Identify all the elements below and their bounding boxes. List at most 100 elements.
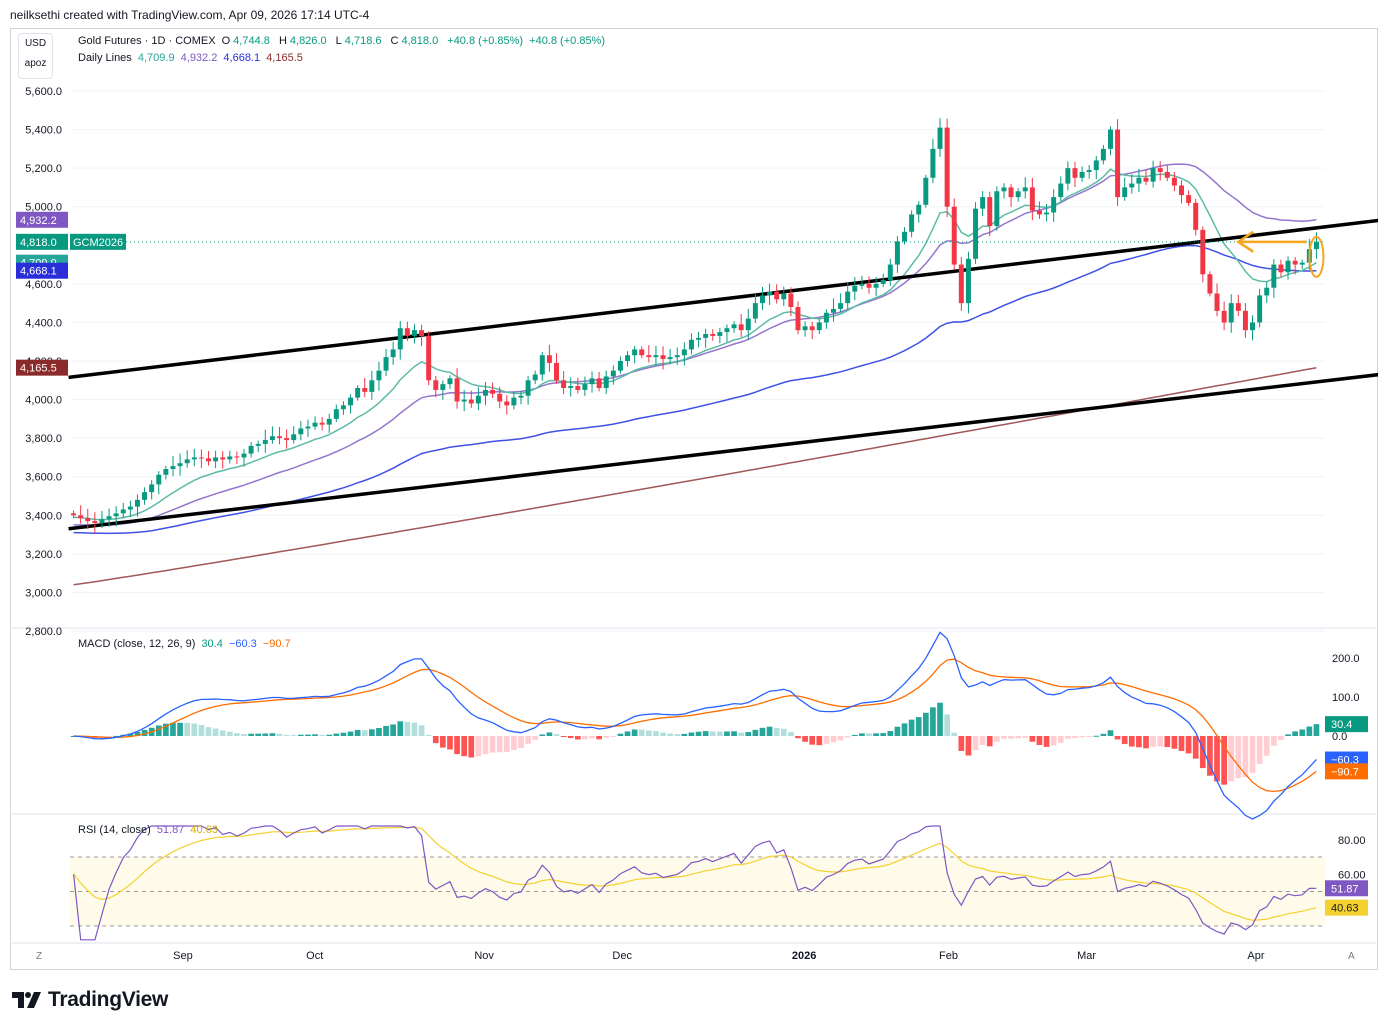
candle-body bbox=[717, 332, 723, 336]
candle-body bbox=[646, 355, 652, 358]
macd-histogram-bar bbox=[851, 734, 858, 736]
macd-histogram-bar bbox=[518, 736, 524, 748]
candle-body bbox=[149, 484, 155, 493]
macd-histogram-bar bbox=[830, 736, 837, 743]
macd-histogram-bar bbox=[1072, 736, 1078, 739]
macd-histogram-bar bbox=[660, 732, 666, 736]
macd-histogram-bar bbox=[859, 733, 865, 736]
macd-histogram-bar bbox=[731, 731, 737, 736]
macd-histogram-bar bbox=[347, 731, 354, 736]
macd-histogram-bar bbox=[482, 736, 489, 755]
macd-histogram-bar bbox=[809, 736, 816, 745]
candle-body bbox=[1157, 168, 1163, 172]
zoom-button[interactable]: Z bbox=[36, 951, 43, 962]
ma-legend[interactable]: Daily Lines 4,709.9 4,932.2 4,668.1 4,16… bbox=[78, 52, 306, 64]
ma200-value: 4,165.5 bbox=[266, 52, 303, 64]
candle-body bbox=[667, 357, 673, 360]
candle-body bbox=[376, 370, 382, 381]
macd-legend[interactable]: MACD (close, 12, 26, 9) 30.4 −60.3 −90.7 bbox=[78, 638, 294, 650]
macd-histogram-bar bbox=[709, 731, 716, 736]
macd-histogram-bar bbox=[922, 712, 929, 736]
macd-histogram-bar bbox=[461, 736, 468, 757]
candle-body bbox=[475, 395, 481, 404]
candle-body bbox=[1086, 170, 1092, 172]
candle-body bbox=[994, 191, 1000, 226]
candle-body bbox=[987, 197, 993, 226]
rsi-value-tag-label: 51.87 bbox=[1331, 883, 1359, 895]
macd-histogram-bar bbox=[972, 736, 979, 751]
candle-body bbox=[596, 378, 602, 388]
macd-histogram-bar bbox=[745, 732, 752, 736]
macd-histogram-bar bbox=[631, 729, 638, 736]
auto-scale-button[interactable]: A bbox=[1348, 951, 1355, 962]
candle-body bbox=[923, 177, 929, 205]
macd-histogram-bar bbox=[447, 736, 453, 750]
candle-body bbox=[355, 388, 361, 398]
candle-body bbox=[397, 328, 403, 350]
macd-histogram-bar bbox=[1278, 736, 1284, 741]
macd-histogram-bar bbox=[1313, 724, 1320, 736]
open-value: 4,744.8 bbox=[233, 35, 270, 47]
candle-body bbox=[937, 127, 943, 149]
chart-canvas[interactable]: 5,600.0 5,400.0 5,200.0 5,000.0 4,600.0 4,400… bbox=[10, 28, 1378, 970]
macd-histogram-bar bbox=[170, 722, 176, 736]
candle-body bbox=[291, 434, 297, 441]
macd-histogram-bar bbox=[297, 734, 304, 736]
macd-histogram-bar bbox=[958, 736, 965, 751]
macd-histogram-bar bbox=[383, 725, 389, 736]
macd-histogram-bar bbox=[823, 736, 830, 744]
candle-body bbox=[134, 499, 140, 507]
candle-body bbox=[447, 378, 453, 385]
macd-histogram-bar bbox=[1221, 736, 1227, 785]
candle-body bbox=[681, 349, 687, 356]
candle-body bbox=[206, 458, 211, 462]
macd-histogram-bar bbox=[340, 732, 347, 736]
candle-body bbox=[198, 457, 204, 459]
candle-body bbox=[1072, 168, 1078, 178]
price-axis-tick: 2,800.0 bbox=[25, 626, 62, 638]
macd-histogram-bar bbox=[212, 728, 219, 736]
candle-body bbox=[426, 335, 432, 381]
macd-histogram-bar bbox=[837, 736, 844, 741]
candle-body bbox=[532, 374, 538, 381]
macd-histogram-bar bbox=[191, 723, 198, 736]
macd-histogram-bar bbox=[440, 736, 446, 748]
candle-body bbox=[312, 422, 318, 427]
macd-histogram-bar bbox=[1270, 736, 1277, 746]
macd-histogram-bar bbox=[944, 714, 950, 736]
time-axis-label: 2026 bbox=[792, 950, 816, 962]
candle-body bbox=[277, 436, 283, 439]
macd-line-value: −60.3 bbox=[228, 638, 257, 650]
candle-body bbox=[653, 355, 659, 358]
macd-histogram-bar bbox=[1136, 736, 1142, 748]
macd-histogram-bar bbox=[1299, 729, 1306, 736]
macd-axis-tick: 100.0 bbox=[1332, 692, 1360, 704]
price-tag-label: 4,668.1 bbox=[20, 266, 57, 278]
macd-histogram-bar bbox=[866, 733, 872, 736]
price-tag-box bbox=[16, 233, 68, 250]
candle-body bbox=[1051, 197, 1057, 213]
macd-histogram-bar bbox=[1121, 736, 1128, 745]
candle-body bbox=[788, 293, 794, 307]
candle-body bbox=[1164, 172, 1170, 178]
ma50-line bbox=[73, 163, 1317, 526]
macd-histogram-bar bbox=[106, 736, 112, 737]
currency-unit-selector[interactable]: USD apoz bbox=[18, 33, 53, 79]
candle-body bbox=[220, 457, 226, 460]
tradingview-logo: TradingView bbox=[12, 988, 168, 1012]
macd-histogram-bar bbox=[667, 733, 673, 736]
ma20-line bbox=[73, 168, 1317, 521]
change-value-2: +40.8 (+0.85%) bbox=[529, 35, 606, 47]
ma100-line bbox=[73, 244, 1317, 535]
symbol-legend[interactable]: Gold Futures · 1D · COMEX O 4,744.8 H 4,82… bbox=[78, 35, 606, 47]
trendline-lower bbox=[68, 372, 1378, 531]
macd-histogram-bar bbox=[397, 721, 404, 736]
macd-histogram-bar bbox=[503, 736, 510, 753]
candle-body bbox=[759, 295, 765, 304]
candle-body bbox=[902, 231, 908, 242]
macd-histogram-bar bbox=[226, 731, 233, 736]
candle-body bbox=[866, 283, 872, 288]
macd-histogram-bar bbox=[1079, 736, 1085, 738]
candle-body bbox=[106, 516, 112, 520]
rsi-legend[interactable]: RSI (14, close) 51.87 40.63 bbox=[78, 824, 221, 836]
